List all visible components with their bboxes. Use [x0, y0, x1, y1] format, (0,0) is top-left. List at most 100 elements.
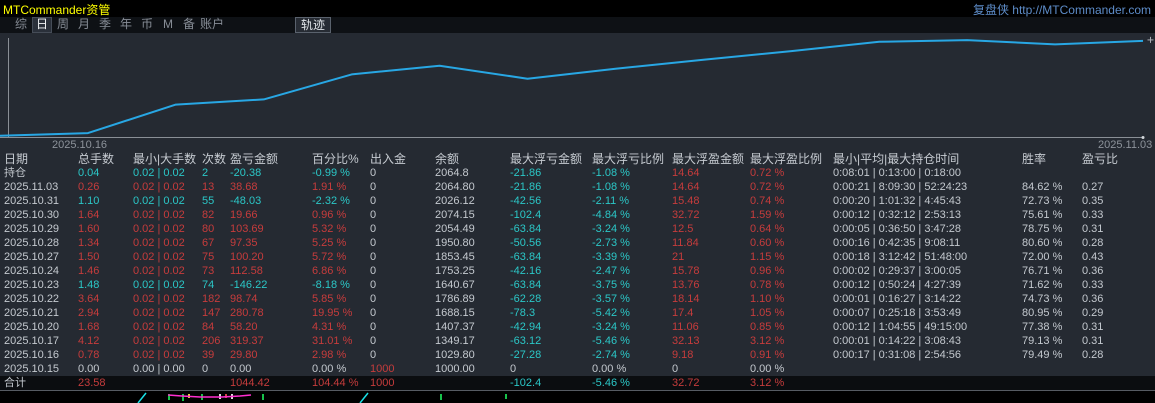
- cell-min-max-lots: 0.02 | 0.02: [133, 279, 185, 291]
- cell-max-float-profit: 11.84: [672, 237, 699, 249]
- cell-count: 67: [202, 237, 215, 249]
- cell-max-float-loss-pct: -3.57 %: [592, 293, 630, 305]
- cell-cash-flow: 0: [370, 293, 377, 305]
- column-header-max-float-profit: 最大浮盈金额: [672, 152, 745, 166]
- cell-max-float-loss-pct: -3.24 %: [592, 223, 630, 235]
- cell-max-float-loss: -63.84: [510, 279, 542, 291]
- table-row[interactable]: 持仓 0.04 0.02 | 0.02 2 -20.38 -0.99 % 0 2064.8 -2…: [0, 166, 1155, 180]
- cell-max-float-profit: 15.78: [672, 265, 700, 277]
- cell-holding-time: 0:08:01 | 0:13:00 | 0:18:00: [833, 167, 962, 179]
- cell-max-float-loss-pct: -1.08 %: [592, 181, 630, 193]
- table-row[interactable]: 2025.10.23 1.48 0.02 | 0.02 74 -146.22 -8.18 …: [0, 278, 1155, 292]
- table-row[interactable]: 2025.10.30 1.64 0.02 | 0.02 82 19.66 0.96 % 0 2…: [0, 208, 1155, 222]
- table-row[interactable]: 2025.10.29 1.60 0.02 | 0.02 80 103.69 5.32 % 0…: [0, 222, 1155, 236]
- cell-date: 2025.10.23: [4, 279, 60, 291]
- cell-holding-time: 0:00:21 | 8:09:30 | 52:24:23: [833, 181, 968, 193]
- tab-m[interactable]: M: [163, 17, 173, 31]
- table-row[interactable]: 2025.10.28 1.34 0.02 | 0.02 67 97.35 5.25 % 0 1…: [0, 236, 1155, 250]
- tab-currency[interactable]: 币: [140, 17, 153, 31]
- cell-max-float-profit: 17.4: [672, 307, 694, 319]
- table-row[interactable]: 2025.10.17 4.12 0.02 | 0.02 206 319.37 31.01 …: [0, 334, 1155, 348]
- cell-date: 持仓: [4, 167, 26, 179]
- cell-min-max-lots: 0.02 | 0.02: [133, 293, 185, 305]
- cell-count: 13: [202, 181, 215, 193]
- table-row[interactable]: 2025.10.20 1.68 0.02 | 0.02 84 58.20 4.31 % 0 1…: [0, 320, 1155, 334]
- cell-max-float-profit-pct: 0.64 %: [750, 223, 785, 235]
- cell-pct: -2.32 %: [312, 195, 350, 207]
- table-row-total[interactable]: 合计 23.58 1044.42 104.44 % 1000 -102.4 -5.46 % 3…: [0, 376, 1155, 390]
- cell-pct: -0.99 %: [312, 167, 350, 179]
- cell-balance: 1753.25: [435, 265, 475, 277]
- cell-win-rate: [1022, 166, 1082, 180]
- cell-holding-time: 0:00:02 | 0:29:37 | 3:00:05: [833, 265, 962, 277]
- title-bar: MTCommander资管 复盘侠 http://MTCommander.com: [0, 0, 1155, 17]
- cell-win-rate: 72.73 %: [1022, 195, 1063, 207]
- column-header-date: 日期: [4, 152, 29, 166]
- cell-max-float-profit-pct: 1.59 %: [750, 209, 785, 221]
- cell-min-max-lots: 0.02 | 0.02: [133, 321, 185, 333]
- column-header-pl-ratio: 盈亏比: [1082, 152, 1119, 166]
- cell-win-rate: 80.95 %: [1022, 307, 1063, 319]
- cell-pct: 4.31 %: [312, 321, 347, 333]
- app-title: MTCommander资管: [3, 3, 111, 17]
- tab-quarter[interactable]: 季: [98, 17, 111, 31]
- cell-date: 2025.11.03: [4, 181, 59, 193]
- cell-max-float-loss-pct: -2.11 %: [592, 195, 630, 207]
- tab-week[interactable]: 周: [56, 17, 69, 31]
- table-row[interactable]: 2025.10.24 1.46 0.02 | 0.02 73 112.58 6.86 % 0…: [0, 264, 1155, 278]
- table-row[interactable]: 2025.10.27 1.50 0.02 | 0.02 75 100.20 5.72 % 0…: [0, 250, 1155, 264]
- cell-max-float-loss-pct: -2.73 %: [592, 237, 630, 249]
- tab-account[interactable]: 账户: [200, 17, 225, 31]
- cell-max-float-loss: -63.84: [510, 251, 542, 263]
- cell-max-float-profit-pct: 0.85 %: [750, 321, 785, 333]
- cell-date: 2025.10.17: [4, 335, 60, 347]
- cell-cash-flow: 0: [370, 349, 377, 361]
- cell-holding-time: [833, 376, 1022, 390]
- cell-max-float-loss-pct: -5.46 %: [592, 377, 630, 389]
- table-row[interactable]: 2025.10.15 0.00 0.00 | 0.00 0 0.00 0.00 % 1000…: [0, 362, 1155, 376]
- cell-holding-time: 0:00:16 | 0:42:35 | 9:08:11: [833, 237, 961, 249]
- cell-pct: 5.32 %: [312, 223, 347, 235]
- cell-total-lots: 1.48: [78, 279, 100, 291]
- table-row[interactable]: 2025.10.31 1.10 0.02 | 0.02 55 -48.03 -2.32 %…: [0, 194, 1155, 208]
- table-row[interactable]: 2025.10.22 3.64 0.02 | 0.02 182 98.74 5.85 % 0…: [0, 292, 1155, 306]
- cell-count: 147: [202, 307, 221, 319]
- table-row[interactable]: 2025.10.16 0.78 0.02 | 0.02 39 29.80 2.98 % 0 1…: [0, 348, 1155, 362]
- cell-pct: -8.18 %: [312, 279, 350, 291]
- cell-total-lots: 1.10: [78, 195, 100, 207]
- cell-min-max-lots: 0.02 | 0.02: [133, 209, 185, 221]
- cell-pl-ratio: 0.36: [1082, 293, 1104, 305]
- cell-holding-time: 0:00:12 | 1:04:55 | 49:15:00: [833, 321, 968, 333]
- tab-note[interactable]: 备: [182, 17, 195, 31]
- cell-count: [202, 376, 230, 390]
- trajectory-button[interactable]: 轨迹: [295, 17, 332, 33]
- cell-pl-ratio: 0.33: [1082, 209, 1104, 221]
- tab-year[interactable]: 年: [119, 17, 132, 31]
- cell-cash-flow: 0: [370, 251, 377, 263]
- bottom-chart-strip-svg: [137, 392, 507, 403]
- tab-month[interactable]: 月: [77, 17, 90, 31]
- cell-cash-flow: 0: [370, 335, 377, 347]
- cell-max-float-loss: -102.4: [510, 377, 542, 389]
- cell-pct: 0.00 %: [312, 363, 347, 375]
- cell-holding-time: 0:00:20 | 1:01:32 | 4:45:43: [833, 195, 962, 207]
- cell-cash-flow: 1000: [370, 377, 395, 389]
- column-header-max-float-profit-pct: 最大浮盈比例: [750, 152, 823, 166]
- cell-min-max-lots: 0.02 | 0.02: [133, 307, 185, 319]
- cell-balance: 1029.80: [435, 349, 475, 361]
- cell-max-float-profit-pct: 1.10 %: [750, 293, 785, 305]
- cell-max-float-profit-pct: 3.12 %: [750, 335, 785, 347]
- cell-total-lots: 0.26: [78, 181, 100, 193]
- table-row[interactable]: 2025.11.03 0.26 0.02 | 0.02 13 38.68 1.91 % 0 2…: [0, 180, 1155, 194]
- cell-date: 2025.10.28: [4, 237, 60, 249]
- cell-pl-ratio: [1082, 362, 1155, 376]
- column-header-max-float-loss-pct: 最大浮亏比例: [592, 152, 665, 166]
- tab-overview[interactable]: 综: [14, 17, 27, 31]
- cell-pl-ratio: [1082, 376, 1155, 390]
- equity-curve-chart[interactable]: [0, 33, 1155, 139]
- cell-min-max-lots: 0.00 | 0.00: [133, 363, 185, 375]
- brand-link[interactable]: 复盘侠 http://MTCommander.com: [972, 3, 1151, 17]
- tab-day[interactable]: 日: [32, 17, 52, 33]
- table-row[interactable]: 2025.10.21 2.94 0.02 | 0.02 147 280.78 19.95 …: [0, 306, 1155, 320]
- cell-holding-time: 0:00:01 | 0:16:27 | 3:14:22: [833, 293, 962, 305]
